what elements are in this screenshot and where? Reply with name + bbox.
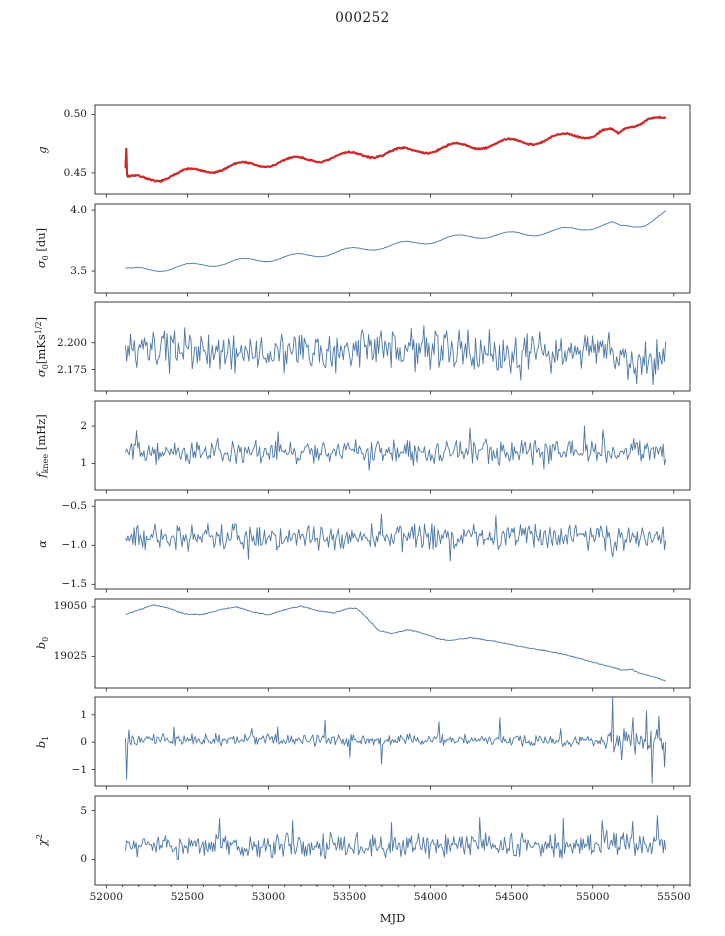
series-line bbox=[125, 513, 667, 562]
y-axis-label-b0: b0 bbox=[34, 637, 50, 649]
y-axis-label-part: 0 bbox=[41, 255, 50, 261]
y-tick-label: −1 bbox=[71, 763, 87, 776]
y-tick-label: 19025 bbox=[53, 649, 87, 662]
y-tick-label: 0.45 bbox=[63, 166, 87, 179]
y-axis-label-part: [du] bbox=[34, 228, 48, 256]
series-line bbox=[125, 603, 666, 682]
panel-sigma0-du: σ0 [du] 3.5 4.0 bbox=[0, 203, 725, 297]
x-tick-label: 54000 bbox=[413, 890, 448, 903]
figure-title: 000252 bbox=[335, 10, 390, 26]
tick-marks bbox=[91, 209, 675, 297]
series-line bbox=[125, 697, 667, 784]
series-line bbox=[124, 115, 667, 183]
plot-area-alpha bbox=[91, 499, 691, 593]
y-tick-label: 0 bbox=[80, 736, 87, 749]
y-axis-label-part: ] bbox=[34, 316, 48, 322]
tick-marks bbox=[91, 714, 675, 790]
y-tick-label: 0 bbox=[80, 853, 87, 866]
axes-frame bbox=[94, 696, 691, 787]
y-axis-label-part: 1/2 bbox=[34, 321, 43, 335]
y-tick-label: −1.5 bbox=[61, 578, 88, 591]
axes-frame bbox=[94, 301, 691, 392]
y-tick-label: 2 bbox=[80, 420, 87, 433]
y-tick-label: 1 bbox=[80, 708, 87, 721]
y-axis-label-part: 0 bbox=[41, 636, 50, 642]
y-tick-label: −0.5 bbox=[61, 500, 88, 512]
panel-g: g 0.45 0.50 bbox=[0, 104, 725, 198]
y-tick-label: −1.0 bbox=[61, 539, 88, 552]
panel-fknee: fknee [mHz] 1 2 bbox=[0, 400, 725, 494]
y-axis-label-part: χ bbox=[35, 839, 49, 847]
tick-marks bbox=[91, 425, 675, 494]
y-tick-label: 1 bbox=[80, 457, 87, 470]
axes-frame bbox=[94, 499, 691, 590]
plot-area-fknee bbox=[91, 400, 691, 494]
x-axis-label: MJD bbox=[379, 910, 406, 925]
panel-alpha: α −1.5 −1.0 −0.5 bbox=[0, 499, 725, 593]
y-axis-label-chi2: χ2 bbox=[35, 834, 49, 846]
x-tick-label: 52000 bbox=[89, 890, 123, 903]
series-line bbox=[125, 425, 667, 471]
plot-area-g bbox=[91, 104, 691, 198]
panel-chi2: χ2 0 5 bbox=[0, 795, 725, 889]
tick-marks bbox=[91, 505, 675, 593]
y-tick-label: 2.200 bbox=[56, 337, 87, 350]
y-axis-label-sigma0-du: σ0 [du] bbox=[34, 228, 50, 268]
axes-frame bbox=[94, 203, 691, 294]
y-axis-label-g: g bbox=[35, 146, 49, 153]
y-tick-label: 0.50 bbox=[63, 108, 87, 121]
y-axis-label-part: 2 bbox=[35, 834, 44, 840]
y-tick-label: 3.5 bbox=[70, 264, 87, 277]
x-tick-label: 52500 bbox=[170, 890, 205, 903]
series-line bbox=[125, 210, 666, 272]
axes-frame bbox=[94, 400, 691, 491]
y-tick-label: 5 bbox=[80, 804, 87, 817]
plot-area-b0 bbox=[91, 598, 691, 691]
x-tick-label: 54500 bbox=[494, 890, 529, 903]
series-line bbox=[125, 815, 667, 860]
axes-frame bbox=[94, 104, 691, 195]
tick-marks bbox=[91, 606, 675, 691]
x-tick-label: 53000 bbox=[251, 890, 286, 903]
tick-marks bbox=[91, 342, 675, 395]
plot-area-chi2 bbox=[91, 795, 691, 889]
series-line bbox=[125, 325, 667, 386]
plot-area-sigma0-du bbox=[91, 203, 691, 297]
panel-sigma0-mks: σ0[mKs1/2] 2.175 2.200 bbox=[0, 301, 725, 395]
axes-frame bbox=[94, 598, 691, 688]
x-tick-label: 53500 bbox=[332, 890, 367, 903]
plot-area-b1 bbox=[91, 696, 691, 790]
x-tick-label: 55500 bbox=[657, 890, 691, 903]
panel-b1: b1 −1 0 1 bbox=[0, 696, 725, 790]
y-tick-label: 19050 bbox=[53, 600, 87, 613]
x-tick-label: 55000 bbox=[575, 890, 610, 903]
plot-area-sigma0-mks bbox=[91, 301, 691, 395]
y-tick-label: 4.0 bbox=[70, 203, 87, 216]
panel-b0: b0 19025 19050 bbox=[0, 598, 725, 691]
tick-marks bbox=[91, 113, 675, 198]
y-axis-label-part: g bbox=[35, 145, 49, 154]
y-tick-label: 2.175 bbox=[56, 363, 87, 376]
axes-frame bbox=[94, 795, 691, 886]
x-axis-ticks: 52000 52500 53000 53500 54000 54500 55000 55500 bbox=[0, 891, 725, 907]
